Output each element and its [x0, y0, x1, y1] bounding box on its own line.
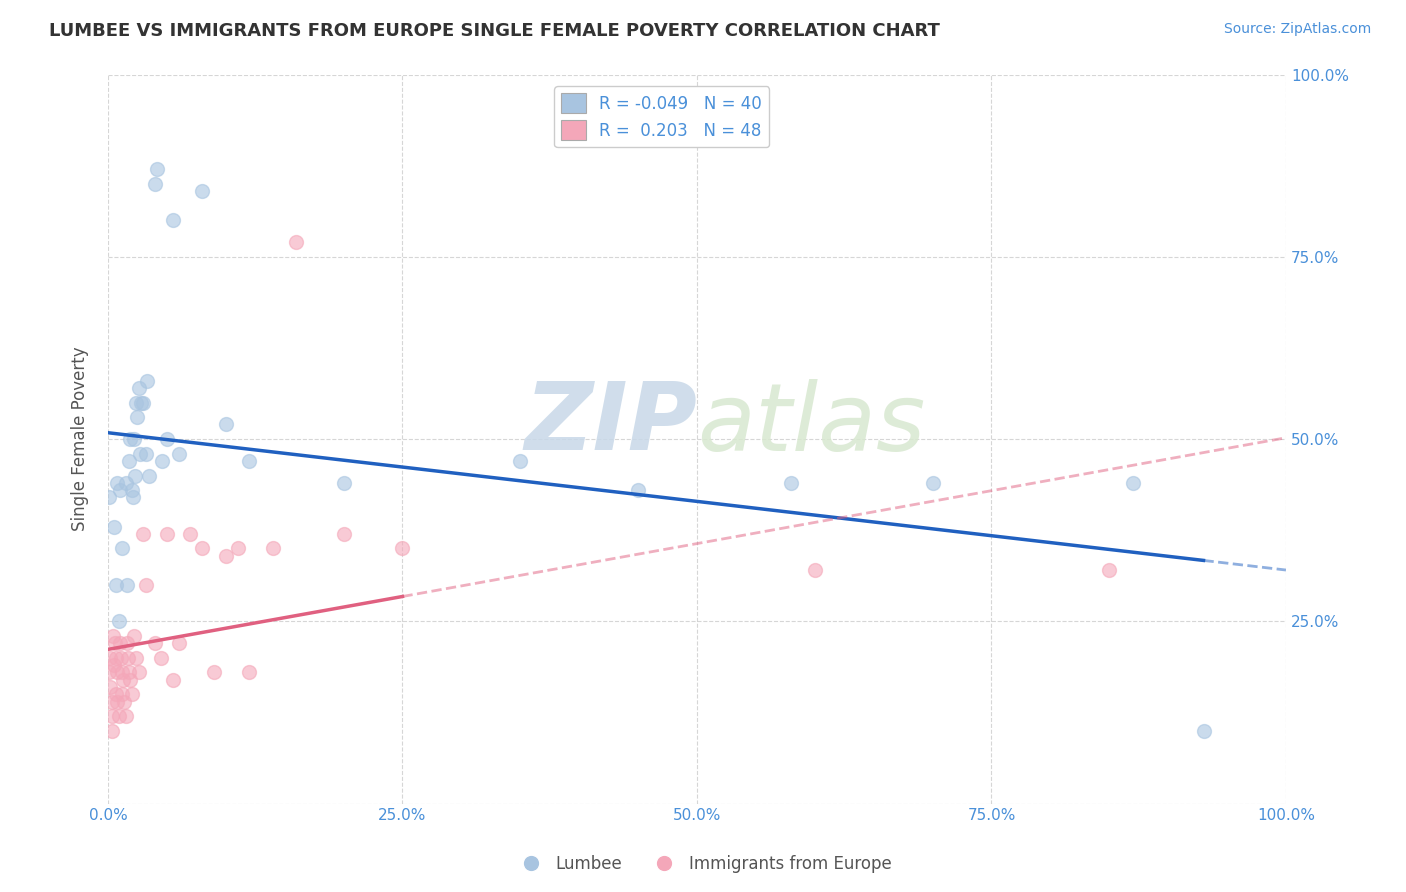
Point	[100, 723, 122, 738]
Point	[143, 177, 166, 191]
Point	[125, 650, 148, 665]
Point	[98, 680, 121, 694]
Point	[112, 673, 135, 687]
Point	[111, 541, 134, 556]
Text: LUMBEE VS IMMIGRANTS FROM EUROPE SINGLE FEMALE POVERTY CORRELATION CHART: LUMBEE VS IMMIGRANTS FROM EUROPE SINGLE …	[49, 22, 941, 40]
Point	[118, 454, 141, 468]
Point	[107, 665, 129, 680]
Point	[332, 526, 354, 541]
Point	[127, 410, 149, 425]
Point	[104, 636, 127, 650]
Point	[162, 213, 184, 227]
Point	[129, 395, 152, 409]
Point	[167, 447, 190, 461]
Point	[921, 475, 943, 490]
Point	[111, 665, 134, 680]
Point	[215, 549, 238, 563]
Point	[215, 417, 238, 432]
Point	[107, 615, 129, 629]
Point	[262, 541, 284, 556]
Point	[132, 395, 155, 409]
Point	[135, 578, 157, 592]
Point	[1098, 563, 1121, 577]
Point	[121, 687, 143, 701]
Point	[115, 578, 138, 592]
Point	[121, 483, 143, 497]
Point	[98, 665, 121, 680]
Point	[128, 665, 150, 680]
Point	[105, 687, 128, 701]
Point	[105, 650, 128, 665]
Point	[135, 374, 157, 388]
Text: ZIP: ZIP	[524, 378, 697, 470]
Point	[98, 491, 121, 505]
Point	[135, 447, 157, 461]
Point	[150, 454, 173, 468]
Point	[110, 650, 132, 665]
Point	[167, 636, 190, 650]
Point	[117, 650, 139, 665]
Point	[146, 162, 169, 177]
Point	[100, 694, 122, 708]
Point	[138, 468, 160, 483]
Point	[128, 447, 150, 461]
Point	[143, 636, 166, 650]
Point	[100, 709, 122, 723]
Point	[627, 483, 650, 497]
Point	[156, 526, 179, 541]
Point	[120, 432, 142, 446]
Point	[105, 578, 128, 592]
Point	[128, 381, 150, 395]
Point	[114, 709, 136, 723]
Point	[108, 636, 131, 650]
Point	[103, 658, 125, 673]
Point	[101, 629, 124, 643]
Text: Source: ZipAtlas.com: Source: ZipAtlas.com	[1223, 22, 1371, 37]
Point	[107, 475, 129, 490]
Point	[1122, 475, 1144, 490]
Point	[226, 541, 249, 556]
Point	[332, 475, 354, 490]
Point	[285, 235, 308, 250]
Point	[114, 694, 136, 708]
Point	[238, 454, 260, 468]
Point	[114, 475, 136, 490]
Point	[122, 629, 145, 643]
Point	[111, 687, 134, 701]
Point	[238, 665, 260, 680]
Point	[191, 541, 214, 556]
Point	[132, 526, 155, 541]
Y-axis label: Single Female Poverty: Single Female Poverty	[72, 347, 89, 532]
Point	[115, 636, 138, 650]
Point	[118, 665, 141, 680]
Point	[98, 650, 121, 665]
Point	[107, 709, 129, 723]
Point	[202, 665, 225, 680]
Point	[162, 673, 184, 687]
Point	[107, 694, 129, 708]
Point	[1192, 723, 1215, 738]
Point	[191, 184, 214, 198]
Point	[156, 432, 179, 446]
Point	[179, 526, 201, 541]
Point	[125, 395, 148, 409]
Point	[391, 541, 413, 556]
Point	[103, 519, 125, 533]
Text: atlas: atlas	[697, 379, 925, 470]
Point	[121, 491, 143, 505]
Point	[780, 475, 803, 490]
Legend: Lumbee, Immigrants from Europe: Lumbee, Immigrants from Europe	[508, 848, 898, 880]
Point	[120, 673, 142, 687]
Point	[150, 650, 173, 665]
Legend: R = -0.049   N = 40, R =  0.203   N = 48: R = -0.049 N = 40, R = 0.203 N = 48	[554, 87, 769, 147]
Point	[122, 432, 145, 446]
Point	[108, 483, 131, 497]
Point	[509, 454, 531, 468]
Point	[803, 563, 825, 577]
Point	[124, 468, 146, 483]
